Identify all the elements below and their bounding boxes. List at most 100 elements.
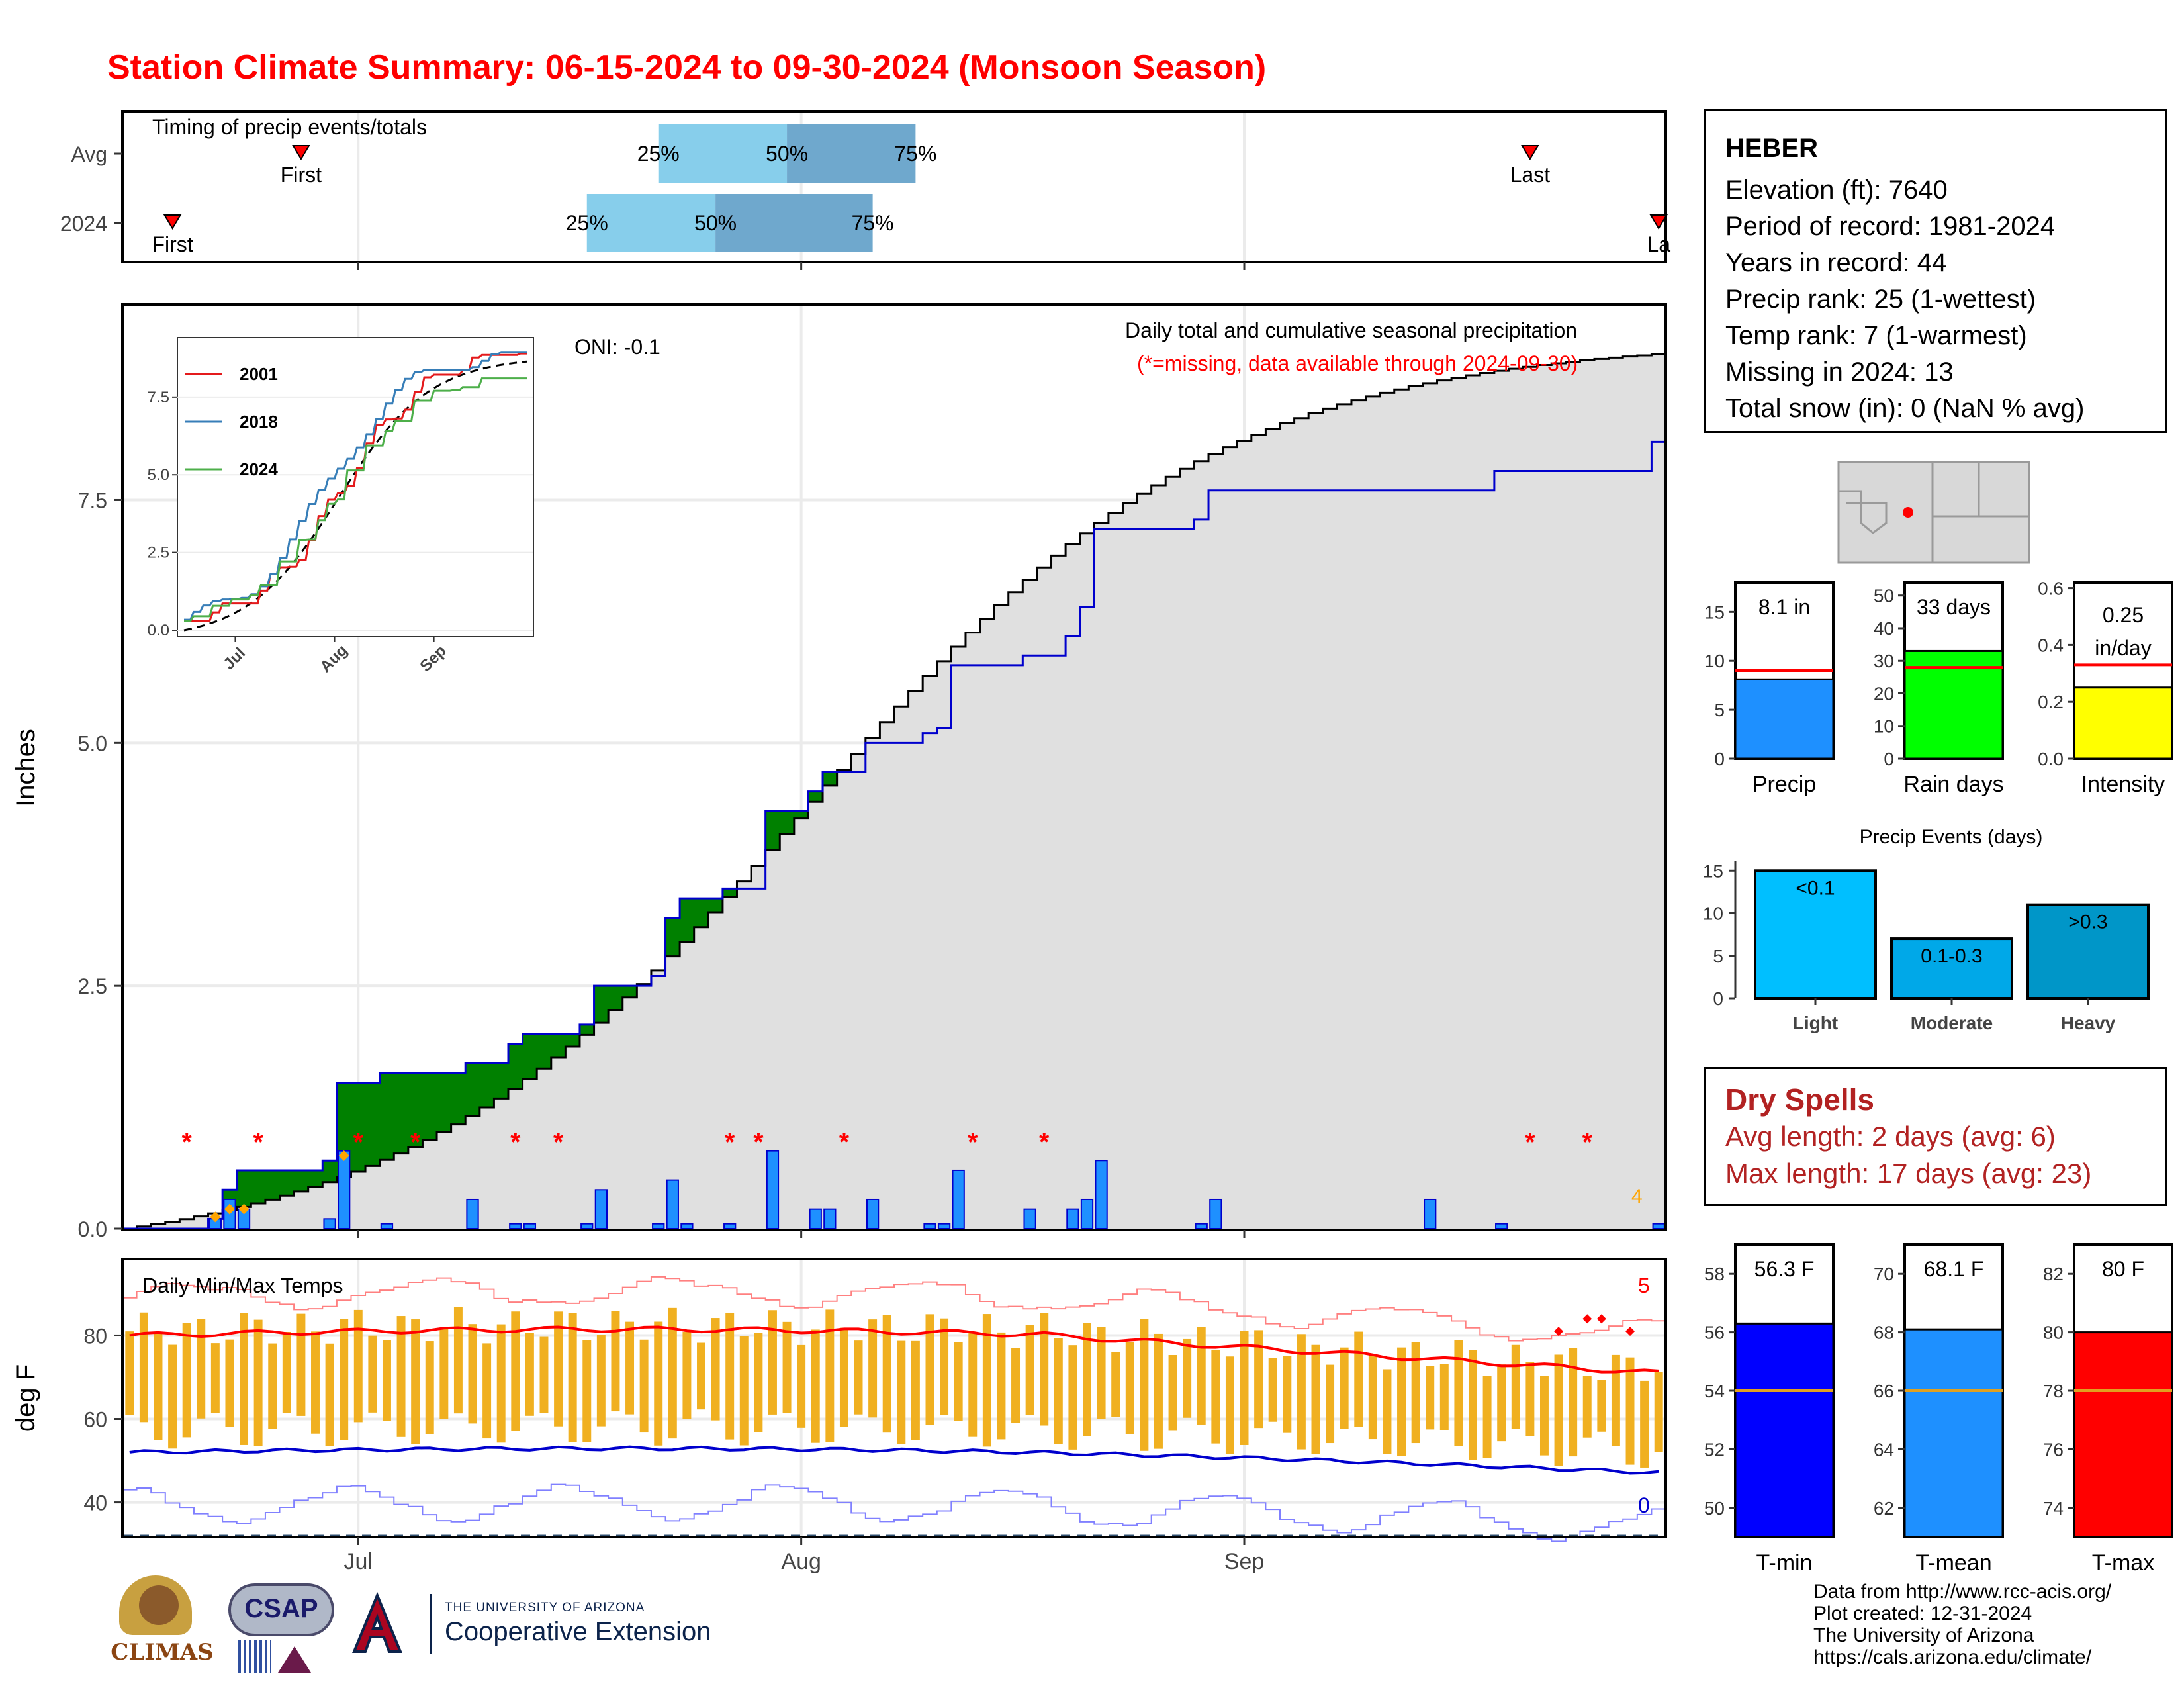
daily-precip-bar: [1023, 1208, 1036, 1229]
daily-temp-bar: [296, 1313, 306, 1416]
events-title: Precip Events (days): [1860, 826, 2043, 848]
record-high-marker: [1582, 1314, 1592, 1324]
daily-temp-bar: [1554, 1354, 1563, 1466]
inset-series-2018: [184, 351, 527, 621]
y-tick-label: 80: [83, 1324, 107, 1348]
dry-spells-title: Dry Spells: [1725, 1082, 1874, 1117]
cumulative-above-fill: [294, 1170, 309, 1192]
daily-temp-bar: [154, 1333, 163, 1440]
daily-precip-bar: [338, 1150, 351, 1229]
cumulative-above-fill: [765, 811, 781, 850]
daily-precip-bar: [823, 1208, 837, 1229]
station-line: Missing in 2024: 13: [1725, 357, 1954, 387]
temp-stat-y-label: 62: [1874, 1498, 1894, 1519]
daily-temp-bar: [1469, 1350, 1477, 1460]
daily-temp-bar: [1097, 1327, 1106, 1419]
y-tick-label: 40: [83, 1491, 107, 1515]
missing-marker: *: [181, 1128, 192, 1157]
daily-precip-bar: [809, 1208, 822, 1229]
daily-temp-bar: [168, 1344, 177, 1449]
record-high-marker: [1554, 1327, 1564, 1336]
credit-line: The University of Arizona: [1813, 1624, 2034, 1646]
daily-temp-bar: [1525, 1362, 1535, 1436]
missing-marker: *: [1039, 1128, 1050, 1157]
climas-logo: CLIMAS: [106, 1575, 218, 1675]
daily-precip-bar: [1209, 1198, 1222, 1230]
daily-temp-bar: [1054, 1338, 1063, 1444]
daily-temp-bar: [1625, 1357, 1635, 1465]
inset-series-2024: [184, 377, 527, 622]
events-category-label: Moderate: [1911, 1013, 1993, 1033]
daily-temp-bar: [854, 1340, 863, 1415]
stat-y-label: 0: [1884, 749, 1894, 769]
daily-temp-bar: [782, 1321, 792, 1413]
daily-temp-bar: [1569, 1348, 1578, 1457]
daily-temp-bar: [1597, 1380, 1606, 1432]
daily-precip-bar: [594, 1189, 608, 1230]
daily-temp-bar: [311, 1331, 320, 1434]
daily-temp-bar: [197, 1319, 206, 1419]
station-line: Temp rank: 7 (1-warmest): [1725, 321, 2027, 350]
daily-temp-bar: [1211, 1349, 1220, 1444]
timing-row-label: 2024: [60, 212, 107, 236]
cumulative-above-fill: [408, 1073, 424, 1147]
daily-temp-bar: [396, 1316, 406, 1437]
temp-stat-category-label: T-max: [2092, 1550, 2154, 1575]
events-category-label: Light: [1793, 1013, 1838, 1033]
stat-value-label: 33 days: [1917, 595, 1991, 619]
timing-pct-label: 25%: [566, 211, 608, 235]
temp-stat-value-label: 68.1 F: [1924, 1257, 1984, 1281]
daily-temp-bar: [897, 1340, 906, 1444]
missing-marker: *: [253, 1128, 263, 1157]
cumulative-above-fill: [265, 1170, 281, 1200]
stat-y-label: 0.2: [2038, 692, 2064, 712]
daily-temp-bar: [139, 1312, 148, 1423]
cumulative-above-fill: [236, 1170, 252, 1207]
temp-stat-y-label: 80: [2043, 1323, 2064, 1343]
daily-temp-bar: [511, 1311, 520, 1431]
daily-temp-bar: [268, 1343, 277, 1429]
daily-precip-bar: [323, 1218, 336, 1229]
daily-temp-bar: [1240, 1331, 1249, 1445]
daily-precip-bar: [1652, 1223, 1665, 1230]
missing-marker: *: [510, 1128, 521, 1157]
cumulative-above-fill: [708, 898, 723, 913]
record-high-marker: [1625, 1327, 1635, 1336]
events-y-label: 10: [1703, 904, 1723, 924]
daily-temp-bar: [1539, 1376, 1549, 1456]
temp-stat-y-label: 74: [2043, 1498, 2064, 1519]
y-tick-label: 5.0: [78, 731, 107, 755]
temp-stat-value-label: 56.3 F: [1754, 1257, 1815, 1281]
daily-temp-bar: [682, 1332, 692, 1419]
precip-panel: * * * * * * * * * * * * * Daily total and cumulative…: [11, 303, 1667, 1241]
cumulative-above-fill: [508, 1044, 523, 1089]
cumulative-above-fill: [537, 1034, 552, 1069]
temp-stat-y-label: 56: [1704, 1323, 1725, 1343]
stat-bar-precip: [1734, 678, 1835, 760]
x-tick-label: Aug: [781, 1549, 821, 1574]
y-tick-label: 7.5: [78, 489, 107, 512]
daily-temp-bar: [1011, 1348, 1021, 1423]
cumulative-above-fill: [594, 986, 609, 1023]
timing-panel: Timing of precip events/totals Avg 25% 50%…: [60, 110, 1670, 263]
daily-temp-bar: [340, 1319, 349, 1440]
daily-temp-bar: [253, 1319, 263, 1446]
trace-marker: [224, 1203, 235, 1215]
record-min-line: [122, 1483, 1666, 1542]
daily-temp-bar: [825, 1309, 835, 1442]
timing-row-label: Avg: [71, 142, 107, 166]
daily-temp-bar: [182, 1323, 191, 1438]
timing-pct-label: 75%: [894, 142, 936, 165]
stat-category-label: Precip: [1752, 772, 1816, 797]
ua-small-text: THE UNIVERSITY OF ARIZONA: [445, 1601, 645, 1615]
daily-temp-bar: [1125, 1342, 1134, 1434]
cumulative-above-fill: [665, 917, 680, 957]
cumulative-above-fill: [694, 898, 709, 927]
station-line: Elevation (ft): 7640: [1725, 175, 1948, 205]
daily-temp-bar: [1383, 1369, 1392, 1454]
ua-divider: [430, 1594, 432, 1654]
stat-y-label: 30: [1874, 651, 1894, 671]
daily-temp-bar: [539, 1336, 549, 1413]
events-bar-light: [1754, 869, 1877, 1000]
